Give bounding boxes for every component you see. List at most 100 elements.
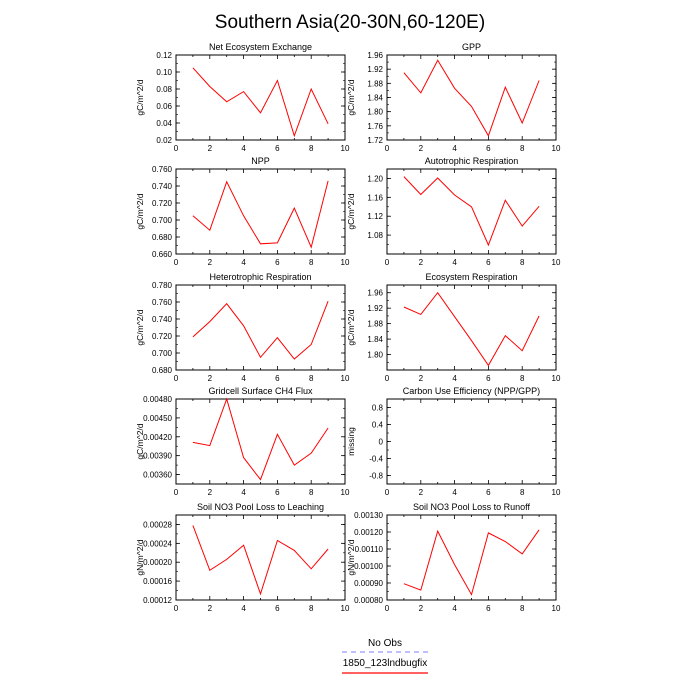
- x-tick-label: 2: [208, 144, 213, 153]
- y-tick-label: 0.780: [152, 281, 173, 290]
- x-tick-label: 2: [208, 374, 213, 383]
- legend-label-no-obs: No Obs: [368, 638, 402, 649]
- y-tick-label: 0.00480: [143, 395, 172, 404]
- y-tick-label: 1.96: [367, 289, 383, 298]
- y-tick-label: 0.740: [152, 315, 173, 324]
- panel-gpp: GPP 0 2 4 6 8 10 1.72 1.76 1.80 1.84 1.88 1.92 1.96 gC…: [346, 42, 561, 153]
- x-tick-label: 0: [174, 488, 179, 497]
- panel-gridcell-surface-ch4-flux: Gridcell Surface CH4 Flux 0 2 4 6 8 10 0.00360 0…: [135, 386, 350, 497]
- x-tick-label: 2: [419, 604, 424, 613]
- y-tick-label: 0.00024: [143, 539, 172, 548]
- y-tick-label: 0.00110: [355, 545, 384, 554]
- x-tick-label: 8: [309, 144, 314, 153]
- x-tick-label: 0: [174, 258, 179, 267]
- y-axis-label: gC/m^2/d: [346, 79, 356, 115]
- y-tick-label: 1.92: [367, 65, 383, 74]
- y-tick-label: 0.00130: [354, 511, 383, 520]
- x-tick-label: 10: [552, 144, 561, 153]
- panel-title: Autotrophic Respiration: [425, 156, 519, 166]
- x-tick-label: 10: [341, 374, 350, 383]
- x-tick-label: 4: [452, 144, 457, 153]
- series-line: [403, 176, 540, 247]
- y-tick-label: 0.720: [152, 199, 173, 208]
- x-tick-label: 6: [275, 488, 280, 497]
- y-tick-label: 0.04: [156, 119, 172, 128]
- y-tick-label: 0: [379, 438, 384, 447]
- y-tick-label: 0.00420: [143, 433, 172, 442]
- y-tick-label: 1.92: [367, 304, 383, 313]
- panel-title: Carbon Use Efficiency (NPP/GPP): [403, 386, 540, 396]
- y-tick-label: 0.680: [152, 233, 173, 242]
- plot-frame: [386, 398, 557, 485]
- plot-frame: [386, 168, 557, 255]
- plot-frame: [175, 168, 346, 255]
- y-tick-label: -0.8: [369, 472, 383, 481]
- legend-label-model: 1850_123lndbugfix: [343, 658, 428, 669]
- series-line: [192, 67, 329, 138]
- panel-heterotrophic-respiration: Heterotrophic Respiration 0 2 4 6 8 10 0.680 0.7…: [135, 272, 350, 383]
- x-tick-label: 0: [385, 374, 390, 383]
- y-tick-label: 0.02: [156, 136, 172, 145]
- y-tick-label: 0.760: [152, 165, 173, 174]
- x-tick-label: 8: [309, 258, 314, 267]
- panel-autotrophic-respiration: Autotrophic Respiration 0 2 4 6 8 10 1.08 1.12 1.…: [346, 156, 561, 267]
- y-axis-label: gC/m^2/d: [135, 193, 145, 229]
- series-line: [403, 291, 540, 367]
- x-tick-label: 6: [275, 604, 280, 613]
- x-tick-label: 10: [552, 604, 561, 613]
- series-line: [403, 529, 540, 596]
- x-tick-label: 6: [486, 604, 491, 613]
- y-tick-label: 1.08: [367, 231, 383, 240]
- plot-frame: [386, 54, 557, 141]
- x-tick-label: 10: [341, 144, 350, 153]
- y-tick-label: 0.00028: [143, 520, 172, 529]
- series-line: [403, 59, 540, 137]
- y-axis-label: gC/m^2/d: [135, 423, 145, 459]
- x-tick-label: 0: [174, 604, 179, 613]
- x-tick-label: 8: [520, 258, 525, 267]
- x-tick-label: 4: [241, 488, 246, 497]
- panel-ecosystem-respiration: Ecosystem Respiration 0 2 4 6 8 10 1.80 1.84 1.88…: [346, 272, 561, 383]
- y-tick-label: 0.740: [152, 182, 173, 191]
- x-tick-label: 10: [552, 258, 561, 267]
- y-axis-label: gN/m^2/d: [346, 539, 356, 575]
- y-tick-label: 0.00020: [143, 558, 172, 567]
- panel-title: NPP: [251, 156, 270, 166]
- y-tick-label: 1.80: [367, 108, 383, 117]
- x-tick-label: 10: [552, 374, 561, 383]
- x-tick-label: 8: [520, 374, 525, 383]
- panels: Net Ecosystem Exchange 0 2 4 6 8 10 0.02 0.04 0.0…: [135, 42, 561, 613]
- y-tick-label: 0.00080: [354, 596, 383, 605]
- x-tick-label: 4: [241, 604, 246, 613]
- y-tick-label: 0.12: [156, 51, 172, 60]
- plot-frame: [386, 284, 557, 371]
- y-tick-label: 0.10: [156, 68, 172, 77]
- y-tick-label: 1.20: [367, 174, 383, 183]
- panel-soil-no3-pool-loss-to-leaching: Soil NO3 Pool Loss to Leaching 0 2 4 6 8 10 0.0…: [135, 502, 350, 613]
- x-tick-label: 2: [208, 604, 213, 613]
- x-tick-label: 0: [385, 258, 390, 267]
- x-tick-label: 8: [309, 374, 314, 383]
- panel-net-ecosystem-exchange: Net Ecosystem Exchange 0 2 4 6 8 10 0.02 0.04 0.0…: [135, 42, 350, 153]
- y-tick-label: 0.00450: [143, 414, 172, 423]
- legend: No Obs 1850_123lndbugfix: [342, 638, 428, 674]
- y-tick-label: 0.700: [152, 216, 173, 225]
- x-tick-label: 0: [174, 144, 179, 153]
- series-line: [192, 525, 329, 596]
- panel-title: Net Ecosystem Exchange: [209, 42, 312, 52]
- y-tick-label: 0.00090: [354, 579, 383, 588]
- y-axis-label: gC/m^2/d: [346, 193, 356, 229]
- y-tick-label: 0.00012: [143, 596, 172, 605]
- x-tick-label: 6: [275, 144, 280, 153]
- y-tick-label: 1.76: [367, 122, 383, 131]
- y-tick-label: 0.660: [152, 250, 173, 259]
- y-tick-label: 0.8: [372, 404, 384, 413]
- x-tick-label: 2: [419, 144, 424, 153]
- x-tick-label: 10: [341, 488, 350, 497]
- series-line: [192, 180, 329, 249]
- panel-title: Heterotrophic Respiration: [209, 272, 311, 282]
- x-tick-label: 6: [275, 374, 280, 383]
- y-tick-label: 0.06: [156, 102, 172, 111]
- x-tick-label: 8: [520, 488, 525, 497]
